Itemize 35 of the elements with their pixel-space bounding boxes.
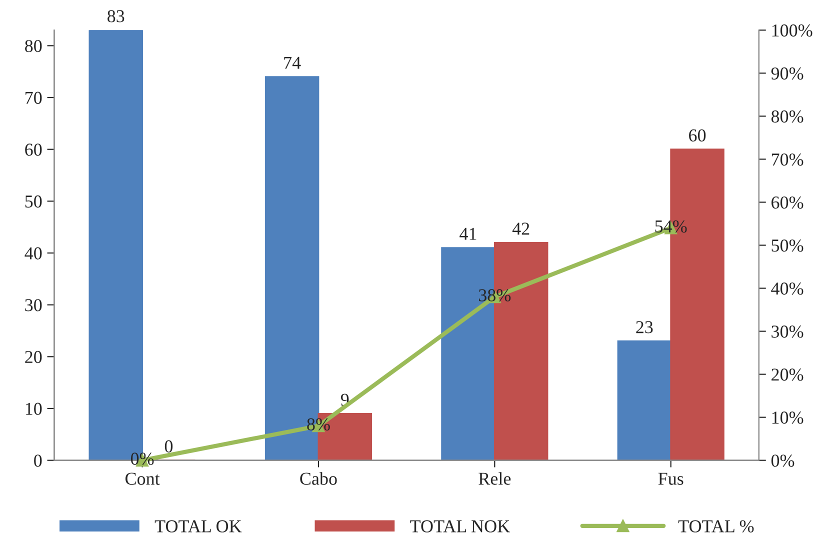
y2-tick-label: 80%	[771, 110, 804, 123]
y-tick-label: 20	[25, 350, 42, 364]
legend-label: TOTAL NOK	[410, 520, 510, 532]
x-tick-label: Cont	[125, 472, 160, 485]
y-tick-label: 0	[34, 454, 42, 467]
y2-tick-label: 40%	[771, 282, 804, 295]
y-tick-label: 10	[26, 402, 42, 415]
x-tick-label: Cabo	[300, 472, 337, 485]
legend-label: TOTAL %	[678, 520, 754, 532]
x-tick-label: Fus	[658, 472, 684, 485]
y2-tick-label: 70%	[772, 153, 804, 166]
y2-tick-label: 100%	[772, 24, 812, 37]
y-tick-label: 30	[25, 299, 42, 312]
y-tick-label: 50	[25, 195, 42, 208]
data-label: 54%	[655, 220, 687, 233]
x-tick-label: Rele	[478, 472, 511, 485]
data-label: 60	[689, 129, 706, 142]
y-tick-label: 60	[25, 144, 42, 156]
data-label: 74	[284, 56, 301, 69]
y2-tick-label: 20%	[772, 368, 804, 381]
data-label: 0	[164, 440, 173, 452]
y-tick-label: 70	[26, 92, 42, 104]
data-label: 42	[512, 222, 530, 235]
y2-tick-label: 0%	[771, 454, 794, 467]
y2-tick-label: 10%	[772, 412, 804, 424]
y-tick-label: 40	[24, 247, 42, 260]
legend-label: TOTAL OK	[154, 520, 242, 532]
y2-tick-label: 90%	[771, 67, 804, 80]
y2-tick-label: 60%	[772, 196, 804, 209]
data-label: 83	[108, 10, 124, 22]
data-label: 23	[636, 321, 653, 334]
y2-tick-label: 50%	[772, 239, 804, 252]
y2-tick-label: 30%	[772, 326, 804, 338]
y-tick-label: 80	[25, 40, 42, 52]
data-label: 41	[460, 228, 476, 240]
